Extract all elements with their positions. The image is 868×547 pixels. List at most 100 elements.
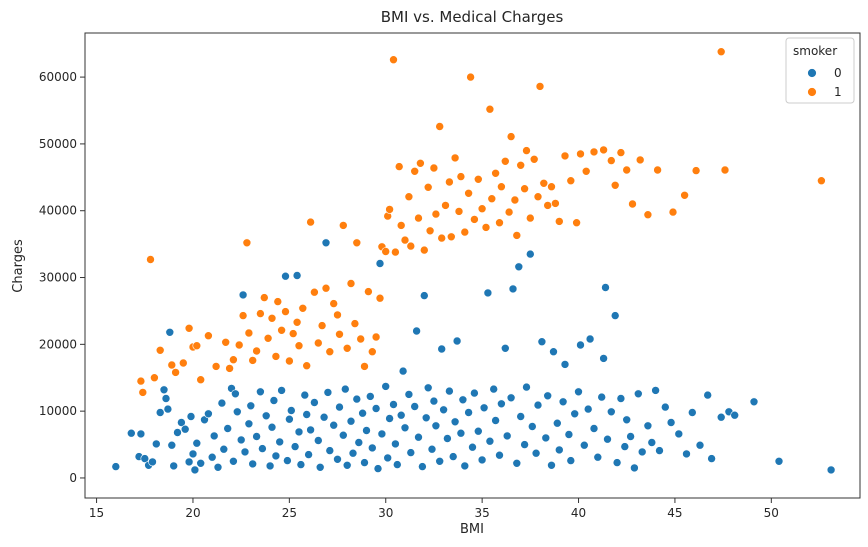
point-s1-90 [481, 223, 491, 232]
point-s0-52 [281, 271, 290, 281]
point-s0-1 [127, 428, 136, 438]
legend-marker-1 [807, 87, 817, 97]
point-s0-41 [248, 459, 257, 469]
point-s0-137 [508, 284, 518, 294]
point-s0-154 [558, 397, 568, 407]
point-s1-68 [410, 167, 420, 176]
point-s0-190 [703, 390, 713, 400]
point-s1-32 [288, 329, 298, 338]
point-s1-70 [416, 159, 425, 168]
point-s1-116 [576, 149, 585, 159]
point-s0-180 [643, 421, 653, 431]
point-s0-79 [352, 394, 362, 404]
point-s1-131 [716, 47, 726, 57]
point-s0-46 [265, 461, 275, 471]
point-s1-45 [335, 329, 344, 339]
point-s1-60 [385, 205, 394, 214]
point-s1-123 [622, 165, 632, 175]
point-s1-121 [610, 181, 620, 190]
point-s1-61 [389, 55, 398, 65]
series-0 [111, 238, 836, 475]
point-s0-23 [196, 458, 205, 468]
point-s1-69 [414, 213, 423, 223]
point-s1-6 [171, 368, 180, 377]
point-s0-85 [367, 443, 377, 453]
point-s0-80 [354, 438, 364, 447]
point-s1-0 [136, 376, 146, 386]
point-s0-134 [500, 343, 510, 353]
point-s1-119 [599, 145, 608, 155]
point-s0-112 [437, 344, 447, 354]
point-s1-106 [533, 192, 543, 201]
point-s0-9 [159, 385, 169, 395]
point-s0-86 [371, 404, 381, 413]
x-tick-label-50: 50 [764, 506, 779, 520]
point-s1-33 [292, 317, 302, 327]
point-s0-49 [271, 451, 281, 461]
point-s1-91 [485, 104, 495, 114]
point-s0-166 [597, 392, 607, 402]
point-s0-26 [207, 452, 217, 462]
point-s1-93 [491, 169, 500, 178]
point-s0-45 [261, 411, 271, 421]
point-s0-55 [286, 406, 296, 415]
point-s0-119 [456, 428, 466, 438]
point-s0-4 [140, 454, 150, 463]
plot-marks [111, 47, 836, 475]
point-s0-33 [229, 456, 238, 466]
point-s0-105 [419, 291, 429, 300]
point-s0-197 [826, 465, 836, 475]
y-tick-label-50000: 50000 [39, 137, 77, 151]
point-s1-129 [680, 191, 689, 200]
point-s1-132 [720, 165, 730, 175]
point-s1-40 [317, 321, 327, 330]
point-s1-39 [313, 338, 323, 348]
point-s1-58 [381, 247, 391, 256]
point-s1-80 [446, 232, 456, 242]
point-s1-46 [338, 221, 348, 230]
point-s1-105 [529, 155, 539, 164]
point-s0-38 [240, 447, 250, 457]
point-s1-44 [333, 310, 342, 320]
point-s0-75 [340, 384, 350, 394]
point-s1-73 [425, 226, 435, 236]
point-s1-65 [400, 235, 410, 245]
point-s1-71 [419, 245, 429, 255]
point-s0-159 [574, 387, 583, 397]
point-s1-2 [146, 255, 155, 264]
point-s1-100 [512, 231, 522, 240]
point-s0-56 [290, 442, 300, 451]
point-s1-24 [259, 293, 269, 302]
point-s0-48 [269, 396, 279, 405]
point-s1-72 [423, 183, 433, 192]
point-s1-54 [367, 347, 377, 357]
point-s0-188 [687, 408, 697, 417]
y-tick-label-20000: 20000 [39, 337, 77, 351]
point-s0-66 [315, 462, 325, 472]
point-s0-3 [136, 429, 146, 439]
point-s0-122 [464, 408, 473, 417]
point-s1-133 [817, 176, 826, 185]
point-s1-18 [238, 311, 248, 320]
point-s0-107 [423, 383, 433, 393]
point-s0-78 [348, 448, 358, 458]
point-s0-37 [238, 290, 248, 300]
point-s1-35 [298, 303, 308, 313]
point-s0-187 [682, 449, 691, 459]
point-s0-72 [333, 454, 342, 464]
point-s0-89 [377, 429, 387, 439]
point-s0-103 [414, 432, 423, 442]
point-s0-157 [566, 456, 576, 465]
legend-title: smoker [793, 44, 837, 58]
point-s0-43 [256, 387, 265, 397]
point-s0-170 [606, 407, 616, 417]
point-s0-91 [383, 453, 393, 463]
point-s0-7 [152, 439, 161, 449]
point-s0-98 [400, 423, 410, 433]
point-s0-131 [491, 416, 500, 425]
point-s1-77 [437, 233, 447, 243]
x-tick-label-25: 25 [282, 506, 297, 520]
point-s0-111 [435, 456, 445, 466]
point-s0-128 [483, 288, 493, 298]
point-s0-74 [338, 430, 348, 440]
